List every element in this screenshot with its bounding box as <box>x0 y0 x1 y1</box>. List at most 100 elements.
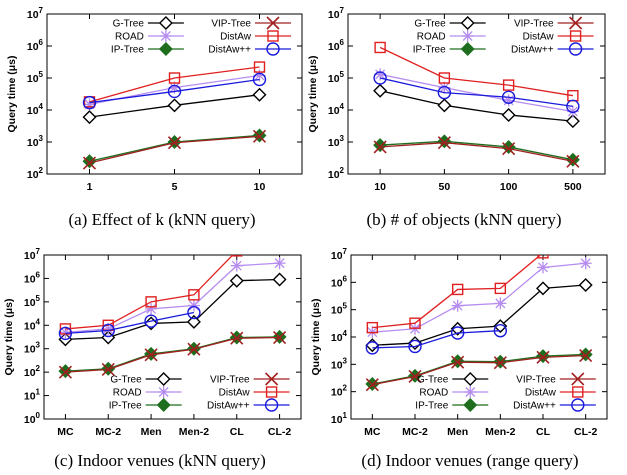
data-point-viptree <box>536 350 550 364</box>
data-point-distawpp <box>82 95 97 110</box>
x-tick-label: 5 <box>172 181 178 193</box>
y-tick-label: 107 <box>331 247 348 262</box>
data-point-distawpp <box>437 85 452 100</box>
data-point-viptree <box>273 330 287 345</box>
y-tick-label: 102 <box>27 166 44 181</box>
x-tick-label: MC <box>364 426 381 438</box>
x-tick-label: 10 <box>374 181 386 193</box>
y-tick-label: 105 <box>24 294 41 309</box>
legend-marker-iptree <box>156 398 171 412</box>
legend-label-iptree: IP-Tree <box>111 45 144 56</box>
data-point-viptree <box>167 136 182 150</box>
series-line-gtree <box>372 284 586 346</box>
data-point-viptree <box>101 362 115 377</box>
legend-marker-road <box>464 386 477 398</box>
legend-label-distaw: DistAw <box>219 388 251 399</box>
data-point-distaw <box>231 255 243 257</box>
series-line-road <box>65 262 280 333</box>
data-point-gtree <box>493 319 508 334</box>
data-point-gtree <box>272 272 287 287</box>
data-point-distawpp <box>252 72 267 87</box>
legend-label-gtree: G-Tree <box>110 375 142 386</box>
x-tick-label: CL-2 <box>268 426 291 438</box>
data-point-road <box>438 81 451 94</box>
y-axis-label: Query time (μs) <box>3 298 15 375</box>
data-point-road <box>502 94 515 107</box>
data-point-road <box>168 81 181 94</box>
legend-label-iptree: IP-Tree <box>413 45 446 56</box>
series-line-distawpp <box>65 311 195 335</box>
caption-c: (c) Indoor venues (kNN query) <box>54 451 265 470</box>
data-point-iptree <box>501 139 516 154</box>
data-point-distawpp <box>101 323 115 338</box>
data-point-gtree <box>167 98 182 113</box>
legend-marker-distawpp <box>266 42 280 56</box>
data-point-gtree <box>565 114 580 129</box>
data-point-distaw <box>168 72 181 84</box>
y-tick-label: 102 <box>24 364 41 379</box>
series-line-iptree <box>65 336 280 372</box>
y-tick-label: 106 <box>331 274 348 289</box>
legend-marker-distawpp <box>264 398 279 412</box>
legend-marker-road <box>159 30 172 42</box>
data-point-distaw <box>374 41 386 54</box>
legend-label-road: ROAD <box>113 388 142 399</box>
y-tick-label: 106 <box>27 38 44 53</box>
legend: G-Tree ROAD IP-Tree VIP-Tree DistAw DistAw++ <box>109 372 290 412</box>
plot-frame <box>350 254 608 420</box>
legend-label-distaw: DistAw <box>525 388 557 399</box>
data-point-gtree <box>186 314 201 329</box>
y-tick-label: 104 <box>328 102 345 117</box>
data-point-viptree <box>408 369 422 384</box>
data-point-road <box>374 68 387 81</box>
y-tick-label: 105 <box>27 70 44 85</box>
series-line-distawpp <box>89 78 260 104</box>
y-tick-label: 103 <box>27 134 44 149</box>
series-line-gtree <box>379 90 573 122</box>
plot-frame <box>43 254 302 420</box>
series-line-distaw <box>372 255 542 329</box>
legend-marker-distaw <box>572 386 584 398</box>
y-axis-label: Query time (μs) <box>310 298 322 375</box>
data-point-viptree <box>58 365 72 379</box>
legend-marker-gtree <box>156 372 171 386</box>
data-point-distawpp <box>450 326 465 340</box>
legend-label-distawpp: DistAw++ <box>207 401 250 412</box>
y-tick-label: 106 <box>24 270 41 285</box>
data-point-iptree <box>373 138 388 153</box>
x-tick-label: Men-2 <box>485 426 515 438</box>
data-point-distaw <box>253 61 266 73</box>
series-line-viptree <box>380 142 574 162</box>
legend-marker-viptree <box>265 372 279 386</box>
y-tick-label: 105 <box>328 70 345 85</box>
data-point-distaw <box>145 296 157 308</box>
y-tick-label: 107 <box>27 6 44 21</box>
legend-marker-viptree <box>266 16 280 30</box>
data-point-viptree <box>451 355 465 369</box>
data-point-iptree <box>565 152 580 167</box>
legend-label-road: ROAD <box>417 32 446 43</box>
x-tick-label: MC <box>57 426 74 438</box>
data-point-distaw <box>438 72 451 84</box>
series-line-distawpp <box>372 330 501 349</box>
data-point-gtree <box>373 83 388 98</box>
legend-label-distaw: DistAw <box>220 32 252 43</box>
y-tick-label: 104 <box>331 329 348 344</box>
x-tick-label: 1 <box>87 181 93 193</box>
data-point-distawpp <box>493 324 508 338</box>
caption-a: (a) Effect of k (kNN query) <box>68 210 255 229</box>
y-axis-label: Query time (μs) <box>6 55 18 132</box>
legend-label-distawpp: DistAw++ <box>511 45 554 56</box>
data-point-gtree <box>252 87 267 102</box>
caption-d: (d) Indoor venues (range query) <box>361 451 578 470</box>
legend: G-Tree ROAD IP-Tree VIP-Tree DistAw DistAw++ <box>415 372 596 412</box>
data-point-distaw <box>59 323 72 335</box>
legend-marker-distaw <box>267 30 279 42</box>
data-point-iptree <box>536 349 550 364</box>
legend-marker-distawpp <box>568 42 583 56</box>
series-line-road <box>372 262 586 333</box>
y-tick-label: 104 <box>24 317 41 332</box>
y-tick-label: 103 <box>331 356 348 371</box>
data-point-distaw <box>451 283 464 296</box>
